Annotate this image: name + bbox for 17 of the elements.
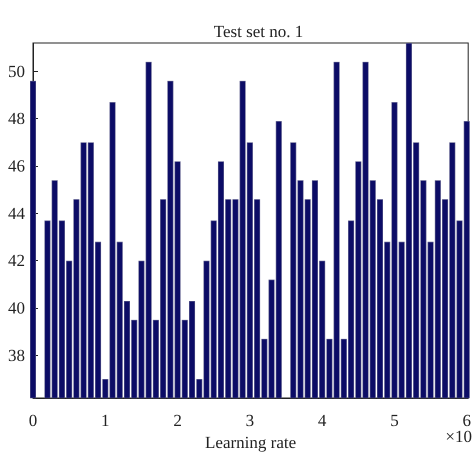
x-tick-label: 4 — [318, 411, 327, 430]
y-tick-label: 46 — [8, 156, 25, 176]
x-tick-label: 5 — [390, 411, 399, 430]
y-tick-label: 44 — [8, 204, 26, 223]
chart-title: Test set no. 1 — [214, 22, 304, 41]
text: ×10 — [445, 427, 472, 446]
y-tick-label: 50 — [8, 62, 25, 81]
y-tick-label: 40 — [8, 298, 25, 318]
x-tick-label: 6 — [462, 411, 471, 430]
x-tick-label: 2 — [173, 411, 182, 430]
x-tick-label: 0 — [28, 411, 38, 430]
y-tick-label: 38 — [8, 346, 25, 365]
x-axis-title: Learning rate — [205, 433, 296, 452]
y-tick-label: 42 — [8, 251, 25, 270]
x-tick-label: 1 — [101, 411, 110, 430]
y-tick-label: 48 — [8, 109, 25, 128]
x-tick-label: 3 — [246, 411, 254, 430]
